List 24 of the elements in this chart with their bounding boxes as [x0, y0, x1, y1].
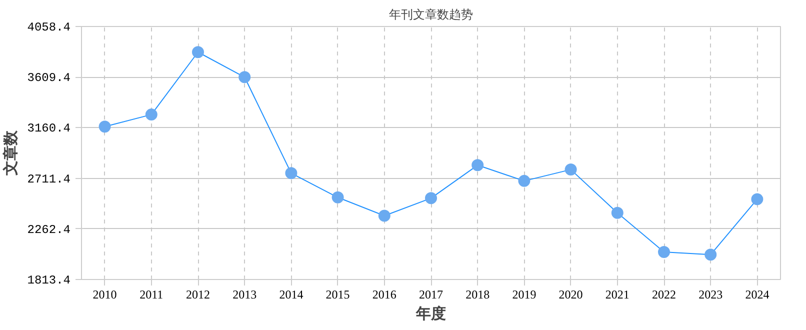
y-tick-label: 3609.4 — [27, 71, 71, 86]
x-tick-label: 2015 — [326, 288, 350, 302]
chart-title: 年刊文章数趋势 — [389, 8, 473, 22]
x-axis-title: 年度 — [415, 304, 446, 322]
x-tick-label: 2018 — [466, 288, 490, 302]
x-tick-label: 2020 — [558, 288, 583, 302]
x-tick-label: 2022 — [652, 288, 676, 302]
x-tick-label: 2019 — [512, 288, 536, 302]
x-tick-label: 2016 — [372, 288, 396, 302]
x-tick-label: 2010 — [92, 288, 117, 302]
x-tick-label: 2012 — [186, 288, 210, 302]
x-tick-label: 2024 — [745, 288, 770, 302]
y-tick-label: 4058.4 — [27, 20, 71, 34]
x-tick-label: 2017 — [419, 288, 443, 302]
x-tick-label: 2023 — [698, 288, 723, 302]
y-tick-label: 3160.4 — [27, 122, 71, 136]
y-tick-label: 2262.4 — [27, 222, 71, 237]
y-tick-label: 2711.4 — [27, 172, 71, 186]
x-tick-label: 2014 — [279, 288, 304, 302]
y-tick-label: 1813.4 — [27, 274, 71, 288]
x-tick-label: 2011 — [140, 288, 164, 302]
x-tick-label: 2013 — [232, 288, 257, 302]
y-axis-title: 文章数 — [1, 130, 20, 176]
x-tick-label: 2021 — [605, 288, 630, 302]
